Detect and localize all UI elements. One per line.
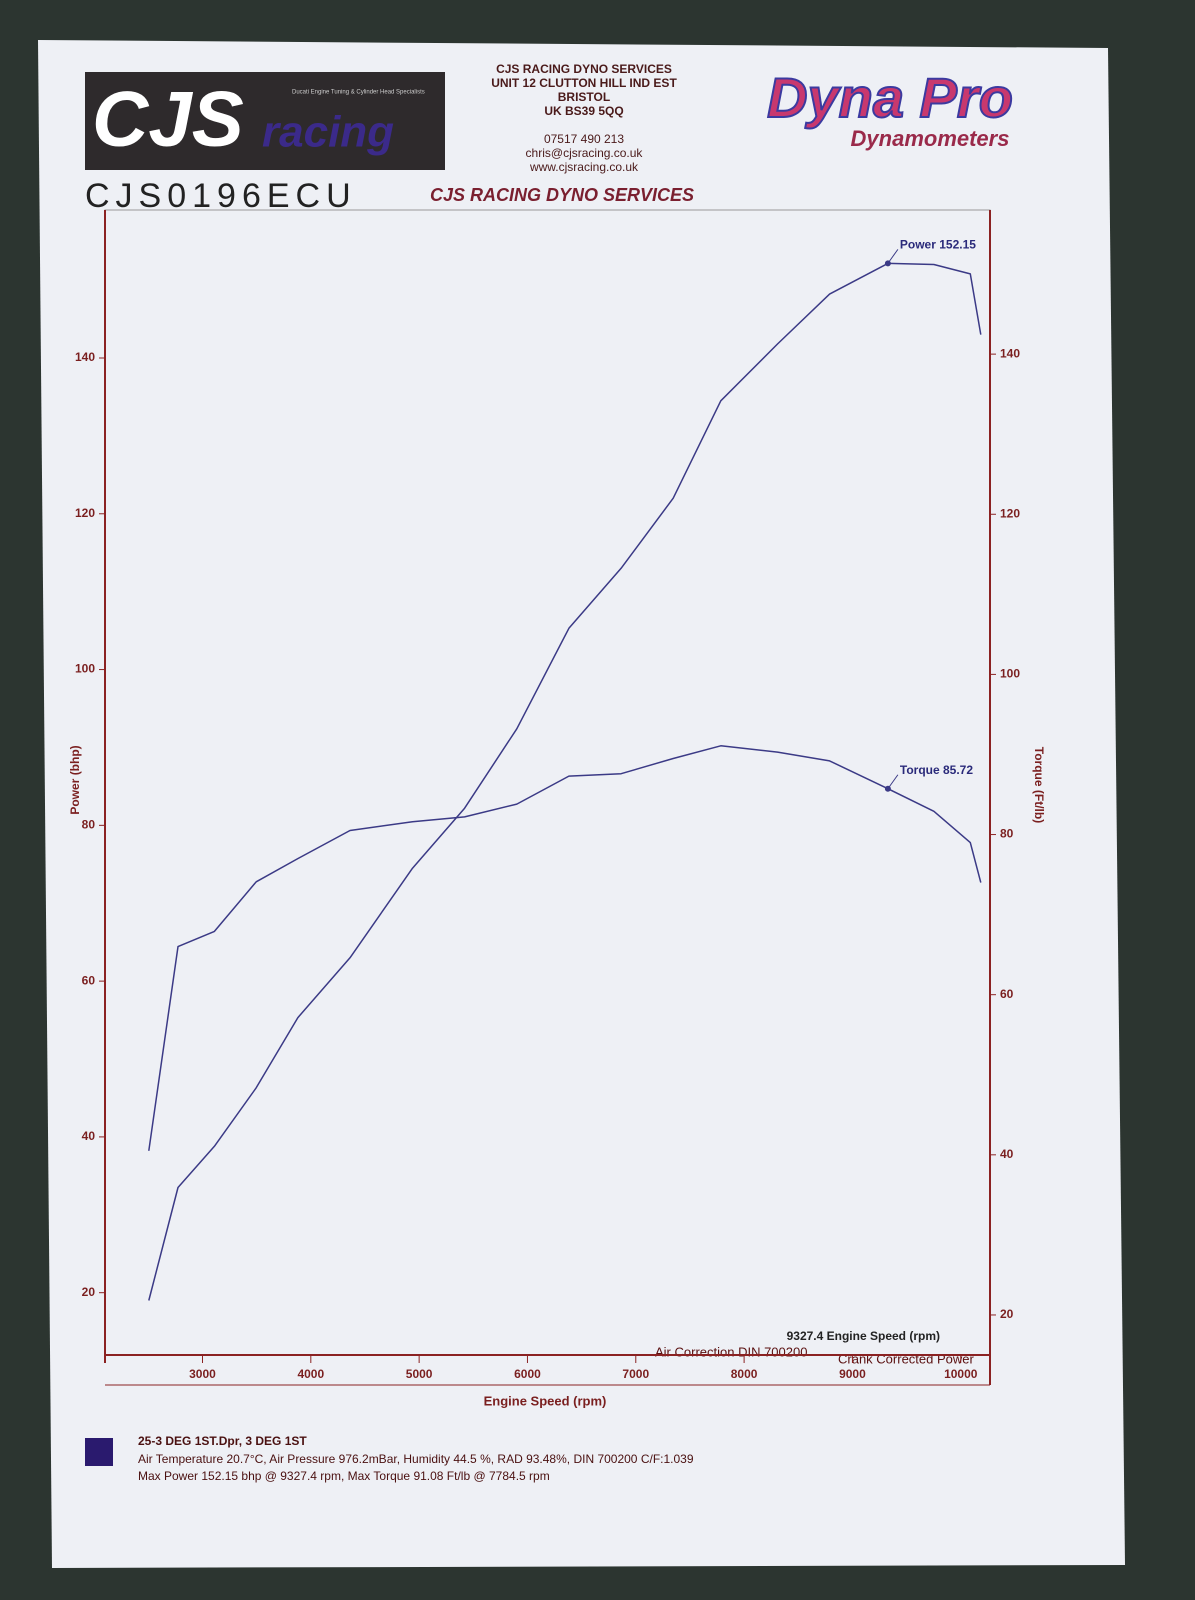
- y-tick-label: 80: [82, 818, 96, 832]
- y2-tick-label: 100: [1000, 667, 1020, 681]
- y-tick-label: 20: [82, 1285, 96, 1299]
- x-tick-label: 3000: [189, 1367, 216, 1381]
- x-tick-label: 8000: [731, 1367, 758, 1381]
- x-tick-label: 10000: [944, 1367, 978, 1381]
- handwritten-id: CJS0196ECU: [85, 177, 357, 215]
- address-line: CJS RACING DYNO SERVICES: [496, 62, 672, 76]
- x-tick-label: 5000: [406, 1367, 433, 1381]
- x-tick-label: 7000: [622, 1367, 649, 1381]
- x-tick-label: 6000: [514, 1367, 541, 1381]
- address-line: UK BS39 5QQ: [544, 104, 623, 118]
- address-line: UNIT 12 CLUTTON HILL IND EST: [491, 76, 677, 90]
- contact-line: chris@cjsracing.co.uk: [526, 146, 644, 160]
- footer-line: Max Power 152.15 bhp @ 9327.4 rpm, Max T…: [138, 1469, 550, 1483]
- contact-line: 07517 490 213: [544, 132, 624, 146]
- y-tick-label: 100: [75, 662, 95, 676]
- logo-left-2: racing: [262, 108, 394, 157]
- paper: [38, 40, 1125, 1568]
- y2-tick-label: 20: [1000, 1307, 1014, 1321]
- legend-label: 25-3 DEG 1ST.Dpr, 3 DEG 1ST: [138, 1434, 307, 1448]
- footer-line: Air Temperature 20.7°C, Air Pressure 976…: [138, 1452, 694, 1466]
- y2-tick-label: 40: [1000, 1147, 1014, 1161]
- y2-tick-label: 80: [1000, 827, 1014, 841]
- y-axis-title: Power (bhp): [68, 745, 82, 814]
- annotation-label: Torque 85.72: [900, 763, 973, 777]
- annotation-leader: [887, 249, 899, 264]
- tagline: Ducati Engine Tuning & Cylinder Head Spe…: [292, 90, 425, 96]
- legend-swatch: [85, 1438, 113, 1466]
- logo-right-sub: Dynamometers: [851, 126, 1010, 151]
- note: Air Correction DIN 700200: [655, 1344, 807, 1359]
- x-tick-label: 9000: [839, 1367, 866, 1381]
- logo-box: [85, 72, 445, 170]
- note: 9327.4 Engine Speed (rpm): [787, 1329, 940, 1343]
- note: Crank Corrected Power: [838, 1351, 974, 1366]
- annotation-leader: [887, 774, 899, 790]
- chart-title: CJS RACING DYNO SERVICES: [430, 185, 694, 205]
- logo-left: CJS: [92, 75, 244, 163]
- x-axis-title: Engine Speed (rpm): [484, 1393, 607, 1408]
- address-line: BRISTOL: [558, 90, 610, 104]
- y-tick-label: 40: [82, 1129, 96, 1143]
- y2-tick-label: 120: [1000, 506, 1020, 520]
- y2-axis-title: Torque (Ft/lb): [1032, 747, 1046, 823]
- annotation-label: Power 152.15: [900, 238, 976, 252]
- y-tick-label: 120: [75, 506, 95, 520]
- contact-line: www.cjsracing.co.uk: [529, 160, 639, 174]
- logo-right: Dyna Pro: [767, 66, 1013, 129]
- y-tick-label: 140: [75, 350, 95, 364]
- y-tick-label: 60: [82, 973, 96, 987]
- y2-tick-label: 140: [1000, 346, 1020, 360]
- x-tick-label: 4000: [297, 1367, 324, 1381]
- y2-tick-label: 60: [1000, 987, 1014, 1001]
